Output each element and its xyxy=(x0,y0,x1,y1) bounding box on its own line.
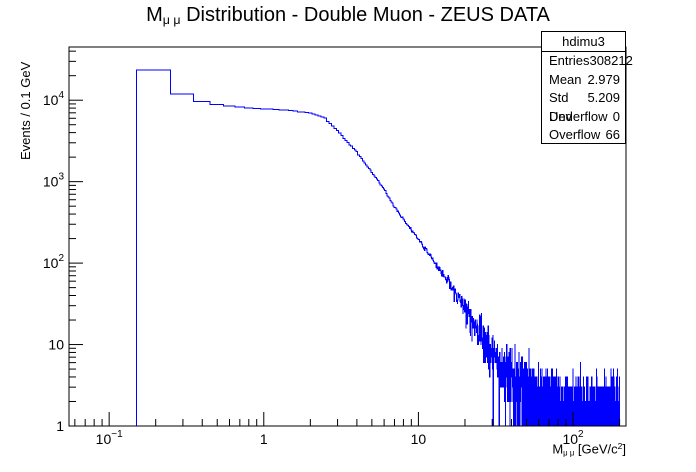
x-tick-label: 10 xyxy=(411,431,427,447)
stats-value: 66 xyxy=(605,127,620,142)
tick-exponent: 3 xyxy=(58,172,64,183)
y-axis-label: Events / 0.1 GeV xyxy=(18,61,33,160)
stats-row-underflow: Underflow 0 xyxy=(542,108,625,127)
stats-value: 308212 xyxy=(589,53,633,68)
y-tick-label: 1 xyxy=(56,418,64,434)
tick-base: 10 xyxy=(562,431,578,447)
stats-row-overflow: Overflow 66 xyxy=(542,126,625,145)
y-tick-label: 10 xyxy=(48,337,64,353)
stats-value: 2.979 xyxy=(587,71,620,87)
title-rest: Distribution - Double Muon - ZEUS DATA xyxy=(180,4,550,26)
stats-box: hdimu3 Entries 308212 Mean 2.979 Std Dev 5.… xyxy=(541,31,633,145)
tick-base: 10 xyxy=(48,337,64,353)
x-axis-label: Mμ μ [GeV/c2] xyxy=(552,441,626,458)
axis-frame xyxy=(68,46,627,427)
stats-value: 5.209 xyxy=(587,90,620,105)
xlabel-m: M xyxy=(552,441,564,457)
title-m: M xyxy=(146,4,163,26)
stats-row-stddev: Std Dev 5.209 xyxy=(542,89,625,124)
tick-base: 1 xyxy=(260,431,268,447)
y-tick-label: 104 xyxy=(43,90,65,108)
tick-exponent: 2 xyxy=(578,429,584,440)
x-tick-label: 10−1 xyxy=(96,429,123,447)
stats-value: 0 xyxy=(612,108,620,124)
chart-title: Mμ μ Distribution - Double Muon - ZEUS D… xyxy=(0,4,696,27)
xlabel-superscript: 2 xyxy=(617,441,623,451)
stats-label: Entries xyxy=(549,53,590,68)
tick-base: 10 xyxy=(411,431,427,447)
tick-base: 1 xyxy=(56,418,64,434)
tick-exponent: 2 xyxy=(58,253,64,264)
x-tick-label: 102 xyxy=(562,429,584,447)
xlabel-subscript: μ μ xyxy=(563,448,575,458)
y-tick-label: 102 xyxy=(43,253,65,271)
stats-label: Mean xyxy=(549,71,582,87)
x-tick-label: 1 xyxy=(260,431,268,447)
tick-base: 10 xyxy=(96,431,112,447)
tick-base: 10 xyxy=(43,255,59,271)
stats-label: Std Dev xyxy=(549,90,573,124)
stats-name: hdimu3 xyxy=(542,32,625,52)
stats-label: Overflow xyxy=(549,127,601,142)
tick-base: 10 xyxy=(43,92,59,108)
y-tick-label: 103 xyxy=(43,172,65,190)
stats-row-mean: Mean 2.979 xyxy=(542,71,625,90)
tick-base: 10 xyxy=(43,174,59,190)
tick-exponent: 4 xyxy=(58,90,64,101)
title-subscript: μ μ xyxy=(162,13,181,28)
stats-label: Underflow xyxy=(549,108,608,124)
xlabel-end: ] xyxy=(622,441,626,457)
tick-exponent: −1 xyxy=(111,429,123,440)
stats-row-entries: Entries 308212 xyxy=(542,52,633,71)
xlabel-unit: [GeV/c xyxy=(574,441,618,457)
